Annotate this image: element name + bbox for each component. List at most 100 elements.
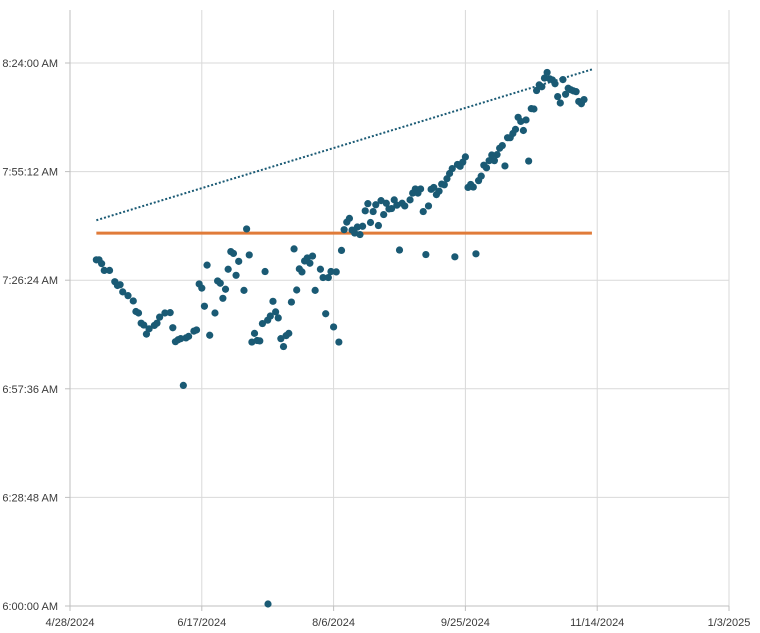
data-point [556, 99, 564, 107]
data-point [298, 268, 306, 276]
data-point [258, 319, 267, 328]
data-point [140, 321, 148, 329]
data-point [501, 162, 509, 170]
data-point [261, 267, 269, 276]
data-point [538, 83, 546, 91]
data-point [206, 331, 214, 339]
data-point [511, 125, 520, 133]
data-point [229, 249, 238, 258]
data-point [134, 309, 143, 317]
data-point [498, 141, 506, 150]
data-point [530, 105, 538, 113]
data-point [554, 92, 562, 101]
data-point [416, 185, 425, 193]
data-point [279, 342, 288, 351]
x-tick-label: 11/14/2024 [570, 617, 624, 629]
data-point [364, 200, 372, 208]
data-point [272, 308, 280, 316]
data-point [374, 221, 383, 230]
data-point [211, 309, 219, 317]
data-point [406, 196, 414, 204]
x-tick-labels: 4/28/2024 6/17/2024 8/6/2024 9/25/2024 11/14… [46, 617, 751, 629]
x-tick-label: 8/6/2024 [312, 617, 355, 629]
data-point [285, 329, 293, 337]
y-tick-label: 6:00:00 AM [2, 601, 58, 613]
data-point [419, 207, 427, 216]
data-point [448, 164, 456, 173]
data-point [477, 172, 485, 180]
data-point [100, 266, 108, 274]
data-point [490, 157, 498, 165]
data-point [361, 207, 369, 215]
data-point [469, 183, 477, 191]
y-tick-labels: 6:00:00 AM 6:28:48 AM 6:57:36 AM 7:26:24 AM… [2, 58, 58, 613]
data-point [290, 245, 298, 253]
data-point [153, 319, 161, 327]
trend-line [96, 68, 593, 222]
data-point [485, 157, 493, 165]
data-point [493, 151, 501, 159]
data-point [332, 268, 340, 276]
data-point [316, 265, 325, 273]
data-point [422, 250, 430, 259]
data-point [532, 86, 541, 95]
data-point [116, 281, 124, 289]
data-point [266, 312, 274, 320]
data-point [369, 207, 377, 216]
y-tick-label: 7:55:12 AM [2, 167, 58, 179]
data-point [169, 324, 177, 332]
data-point [243, 225, 251, 233]
data-point [580, 95, 588, 104]
data-point [156, 313, 164, 321]
data-point [224, 265, 232, 273]
data-point [337, 246, 346, 255]
data-point [380, 210, 388, 219]
data-point [198, 284, 206, 292]
data-point [482, 164, 491, 172]
data-point [472, 250, 480, 258]
data-point [319, 273, 327, 282]
data-point [219, 294, 227, 302]
data-point [311, 286, 319, 294]
data-point [382, 199, 390, 207]
data-point [203, 261, 211, 269]
data-point [105, 266, 114, 274]
data-point [322, 310, 330, 318]
horizontal-gridlines [65, 62, 729, 607]
data-point [185, 332, 193, 340]
data-point [330, 323, 338, 331]
series-layer [92, 68, 593, 608]
x-tick-label: 9/25/2024 [441, 617, 490, 629]
data-point [269, 297, 277, 305]
data-point [245, 251, 253, 259]
data-point [335, 338, 343, 346]
data-point [293, 286, 301, 294]
data-point [308, 252, 317, 260]
data-point [129, 297, 137, 305]
data-point [488, 151, 496, 159]
data-point [235, 257, 243, 265]
data-point [353, 223, 361, 231]
data-point [179, 381, 187, 390]
data-point [277, 335, 285, 343]
data-point [372, 201, 380, 209]
y-tick-label: 6:57:36 AM [2, 384, 58, 396]
data-point [461, 153, 469, 161]
data-point [145, 325, 153, 333]
y-tick-label: 8:24:00 AM [2, 58, 58, 70]
data-point [522, 116, 530, 124]
x-tick-label: 1/3/2025 [708, 617, 751, 629]
data-point [200, 302, 209, 310]
data-point [327, 267, 335, 276]
data-point [324, 273, 332, 282]
data-point [119, 288, 127, 296]
data-point [387, 204, 396, 213]
data-point [543, 68, 551, 77]
data-point [401, 202, 409, 210]
data-point [514, 113, 522, 121]
data-point [166, 309, 174, 317]
data-point [356, 230, 364, 239]
data-point [519, 126, 527, 135]
data-point [124, 292, 132, 300]
data-point [250, 329, 259, 337]
